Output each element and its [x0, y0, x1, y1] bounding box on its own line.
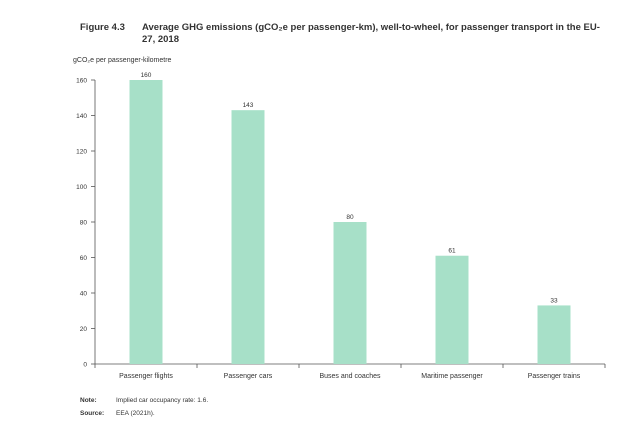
- x-category-label: Passenger trains: [528, 373, 581, 380]
- y-tick-label: 0: [83, 361, 87, 368]
- bar-value-label: 143: [243, 102, 254, 109]
- y-tick-label: 20: [80, 326, 88, 333]
- y-tick-label: 160: [76, 77, 87, 84]
- y-axis-label: gCO₂e per passenger-kilometre: [73, 57, 172, 64]
- bar-value-label: 61: [448, 248, 456, 255]
- x-category-label: Buses and coaches: [319, 373, 381, 380]
- y-tick-label: 140: [76, 113, 87, 120]
- bar: [435, 255, 469, 364]
- bar-value-label: 33: [550, 297, 558, 304]
- x-category-label: Maritime passenger: [421, 373, 483, 380]
- source-text: EEA (2021h).: [116, 410, 155, 417]
- x-category-label: Passenger cars: [224, 373, 273, 380]
- bar-value-label: 80: [346, 214, 354, 221]
- bar: [129, 80, 163, 364]
- bar: [537, 305, 571, 364]
- source-key: Source:: [80, 410, 105, 417]
- bar: [333, 222, 367, 364]
- y-tick-label: 120: [76, 148, 87, 155]
- note-text: Implied car occupancy rate: 1.6.: [116, 397, 209, 404]
- y-tick-label: 100: [76, 184, 87, 191]
- bar: [231, 110, 265, 364]
- figure-label: Figure 4.3: [80, 22, 125, 33]
- note-row: Note: Implied car occupancy rate: 1.6.: [80, 397, 208, 404]
- y-tick-label: 80: [80, 219, 88, 226]
- note-key: Note:: [80, 397, 97, 404]
- x-category-label: Passenger flights: [119, 373, 173, 380]
- bar-value-label: 160: [141, 72, 152, 79]
- source-row: Source: EEA (2021h).: [80, 410, 155, 417]
- y-tick-label: 40: [80, 290, 88, 297]
- y-tick-label: 60: [80, 255, 88, 262]
- figure-title: Average GHG emissions (gCO₂e per passeng…: [142, 22, 600, 45]
